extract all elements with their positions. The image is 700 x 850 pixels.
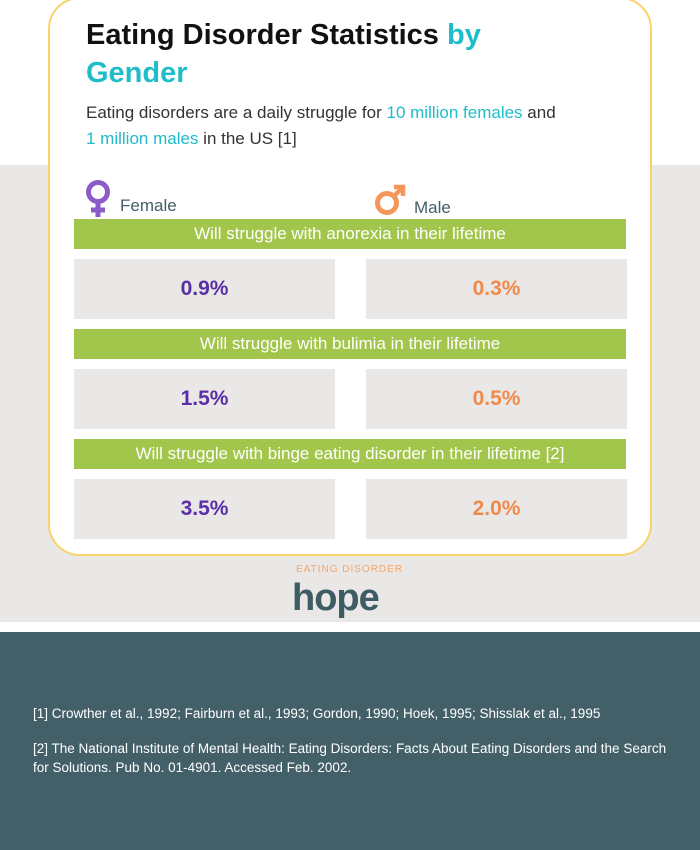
row-label: Will struggle with anorexia in their lif… xyxy=(74,219,626,249)
female-value: 0.9% xyxy=(74,259,335,319)
footnote: [1] Crowther et al., 1992; Fairburn et a… xyxy=(33,706,601,721)
subtitle-highlight: 1 million males xyxy=(86,129,199,148)
subtitle-text: in the US [1] xyxy=(198,129,297,148)
female-value: 1.5% xyxy=(74,369,335,429)
row-label: Will struggle with binge eating disorder… xyxy=(74,439,626,469)
page-title: Eating Disorder Statistics by Gender xyxy=(86,16,586,92)
female-icon xyxy=(86,180,110,217)
legend-female: Female xyxy=(84,180,177,218)
footnote: [2] The National Institute of Mental Hea… xyxy=(33,741,667,775)
male-value: 0.5% xyxy=(366,369,627,429)
female-value: 3.5% xyxy=(74,479,335,539)
legend-male: Male xyxy=(374,184,451,217)
title-highlight: by Gender xyxy=(86,19,481,89)
subtitle-text: and xyxy=(522,103,556,122)
male-icon xyxy=(375,184,406,215)
male-value: 2.0% xyxy=(366,479,627,539)
subtitle: Eating disorders are a daily struggle fo… xyxy=(86,100,686,152)
male-value: 0.3% xyxy=(366,259,627,319)
male-label: Male xyxy=(414,198,451,217)
logo-main-text: hope xyxy=(292,577,380,619)
subtitle-text: Eating disorders are a daily struggle fo… xyxy=(86,103,387,122)
row-label: Will struggle with bulimia in their life… xyxy=(74,329,626,359)
logo-top-text: EATING DISORDER xyxy=(296,564,404,575)
eating-disorder-hope-logo: EATING DISORDER hope xyxy=(292,564,422,620)
female-label: Female xyxy=(120,196,177,215)
footer: [1] Crowther et al., 1992; Fairburn et a… xyxy=(0,632,700,850)
title-text: Eating Disorder Statistics xyxy=(86,19,447,51)
subtitle-highlight: 10 million females xyxy=(386,103,523,122)
